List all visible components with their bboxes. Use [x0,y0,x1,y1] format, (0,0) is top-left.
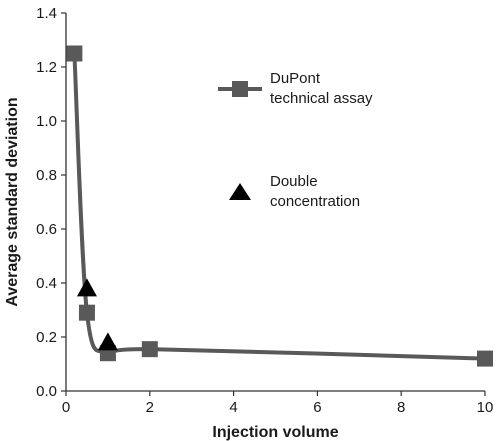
x-axis-title: Injection volume [212,424,338,441]
data-point-square [66,45,83,62]
y-tick-label: 1.4 [36,5,57,22]
y-tick-label: 1.2 [36,59,57,76]
data-point-square [141,341,158,358]
y-tick-label: 0.6 [36,221,57,238]
legend: DuPont technical assay Double concentration [218,70,373,210]
axes [65,13,485,392]
legend-entry-double: Double concentration [229,173,360,210]
y-ticks: 0.0 0.2 0.4 0.6 0.8 1.0 1.2 1.4 [36,5,66,400]
y-tick-label: 0.8 [36,167,57,184]
data-point-square [78,304,95,321]
data-point-triangle [97,332,118,351]
data-point-square [477,350,493,367]
x-tick-label: 2 [146,399,154,416]
y-tick-label: 1.0 [36,113,57,130]
y-tick-label: 0.2 [36,329,57,346]
legend-label-double: Double [270,173,318,190]
x-tick-label: 8 [397,399,405,416]
legend-label-double: concentration [270,193,360,210]
y-tick-label: 0.4 [36,275,57,292]
legend-label-dupont: DuPont [270,70,321,87]
x-tick-label: 6 [313,399,321,416]
data-point-triangle [76,278,97,297]
x-tick-label: 4 [229,399,237,416]
x-tick-label: 0 [62,399,70,416]
series-layer [66,45,493,367]
x-ticks: 0 2 4 6 8 10 [62,391,494,416]
legend-marker-triangle [229,183,251,200]
y-axis-title: Average standard deviation [4,97,21,306]
legend-label-dupont: technical assay [270,90,373,107]
y-tick-label: 0.0 [36,383,57,400]
legend-marker-square [232,81,248,97]
x-tick-label: 10 [477,399,494,416]
legend-entry-dupont: DuPont technical assay [218,70,373,107]
